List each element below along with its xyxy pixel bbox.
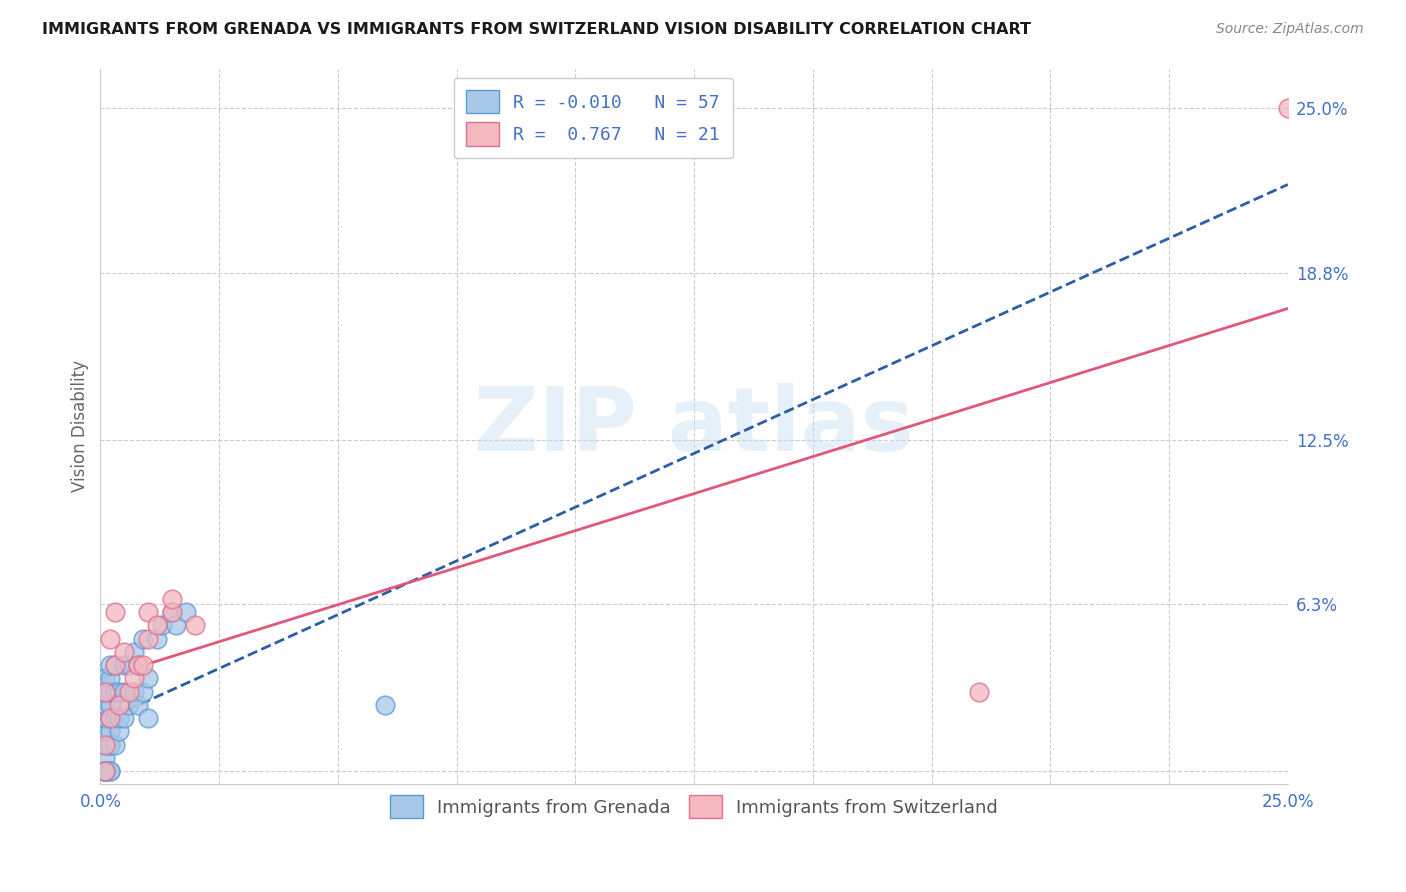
Point (94, 764, 117, 779)
Text: Source: ZipAtlas.com: Source: ZipAtlas.com (1216, 22, 1364, 37)
Point (94, 724, 117, 739)
Point (118, 658, 141, 673)
Point (94, 764, 117, 779)
Point (374, 698, 396, 712)
Point (104, 684, 127, 698)
Point (98, 684, 121, 698)
Point (98, 658, 121, 673)
Y-axis label: Vision Disability: Vision Disability (72, 360, 89, 492)
Point (108, 724, 131, 739)
Point (94, 764, 117, 779)
Point (94, 711, 117, 725)
Point (94, 711, 117, 725)
Point (94, 764, 117, 779)
Point (94, 698, 117, 712)
Point (94, 738, 117, 752)
Point (132, 684, 155, 698)
Point (104, 738, 127, 752)
Point (146, 632, 169, 646)
Point (94, 738, 117, 752)
Point (112, 645, 135, 659)
Point (127, 698, 149, 712)
Point (104, 711, 127, 725)
Point (98, 672, 121, 686)
Point (108, 698, 131, 712)
Point (98, 738, 121, 752)
Point (104, 605, 127, 619)
Point (104, 658, 127, 673)
Point (94, 764, 117, 779)
Point (94, 764, 117, 779)
Point (136, 605, 159, 619)
Point (174, 605, 197, 619)
Legend: Immigrants from Grenada, Immigrants from Switzerland: Immigrants from Grenada, Immigrants from… (384, 788, 1005, 825)
Point (112, 711, 135, 725)
Point (122, 672, 145, 686)
Point (94, 698, 117, 712)
Point (94, 751, 117, 765)
Point (98, 738, 121, 752)
Point (160, 591, 183, 606)
Point (127, 658, 149, 673)
Point (94, 764, 117, 779)
Point (98, 711, 121, 725)
Point (1277, 101, 1299, 115)
Point (136, 672, 159, 686)
Point (127, 658, 149, 673)
Point (118, 698, 141, 712)
Point (98, 764, 121, 779)
Point (165, 618, 187, 632)
Point (98, 632, 121, 646)
Point (98, 724, 121, 739)
Point (94, 764, 117, 779)
Point (98, 698, 121, 712)
Point (94, 764, 117, 779)
Point (94, 684, 117, 698)
Point (160, 605, 183, 619)
Point (967, 684, 990, 698)
Point (108, 684, 131, 698)
Point (108, 711, 131, 725)
Point (122, 684, 145, 698)
Point (136, 711, 159, 725)
Point (146, 618, 169, 632)
Point (94, 711, 117, 725)
Point (150, 618, 173, 632)
Text: IMMIGRANTS FROM GRENADA VS IMMIGRANTS FROM SWITZERLAND VISION DISABILITY CORRELA: IMMIGRANTS FROM GRENADA VS IMMIGRANTS FR… (42, 22, 1031, 37)
Point (98, 764, 121, 779)
Text: ZIP atlas: ZIP atlas (474, 383, 914, 470)
Point (104, 658, 127, 673)
Point (184, 618, 207, 632)
Point (94, 684, 117, 698)
Point (98, 711, 121, 725)
Point (94, 764, 117, 779)
Point (132, 632, 155, 646)
Point (160, 605, 183, 619)
Point (112, 658, 135, 673)
Point (94, 764, 117, 779)
Point (112, 684, 135, 698)
Point (94, 672, 117, 686)
Point (122, 645, 145, 659)
Point (118, 684, 141, 698)
Point (136, 632, 159, 646)
Point (132, 658, 155, 673)
Point (94, 764, 117, 779)
